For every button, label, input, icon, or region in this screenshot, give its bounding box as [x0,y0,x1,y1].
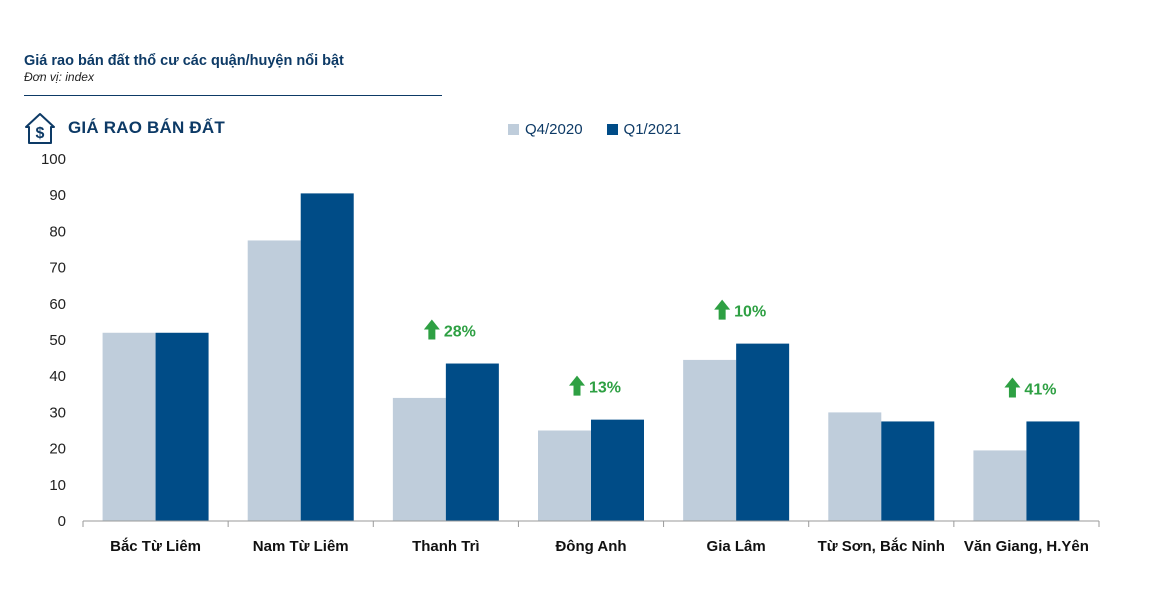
section-label: GIÁ RAO BÁN ĐẤT [68,118,225,137]
bar-q1-2021 [591,419,644,521]
bar-q1-2021 [300,193,354,521]
x-category-label: Đông Anh [555,538,626,555]
bar-q1-2021 [1026,421,1080,521]
bar-q4-2020 [828,412,882,521]
x-category-label: Bắc Từ Liêm [110,537,201,555]
up-arrow-icon [714,299,731,320]
legend-swatch-q4-2020 [508,124,519,135]
growth-annotation: 41% [1024,381,1056,398]
y-tick-label: 50 [49,332,66,349]
bar-q1-2021 [881,421,935,521]
x-category-label: Nam Từ Liêm [253,538,349,555]
y-tick-label: 100 [41,151,66,168]
svg-text:$: $ [36,125,45,142]
header-divider [24,95,442,96]
growth-annotation: 10% [734,304,766,321]
y-tick-label: 80 [49,223,66,240]
bar-q4-2020 [683,359,737,521]
chart-header: Giá rao bán đất thổ cư các quận/huyện nổ… [24,52,442,85]
growth-annotation: 13% [589,380,621,397]
legend-label-q1-2021: Q1/2021 [623,121,682,138]
bar-q4-2020 [392,397,446,521]
legend-swatch-q1-2021 [606,124,618,135]
y-tick-label: 0 [58,513,66,530]
bar-q1-2021 [736,343,790,521]
x-category-label: Từ Sơn, Bắc Ninh [818,537,945,555]
up-arrow-icon [569,375,585,396]
legend-label-q4-2020: Q4/2020 [525,121,583,138]
y-tick-label: 40 [49,368,66,385]
bar-q4-2020 [102,332,156,521]
bar-q4-2020 [247,240,301,521]
growth-annotation: 28% [444,324,476,341]
section-badge: $ GIÁ RAO BÁN ĐẤT [22,110,225,146]
bar-q1-2021 [155,332,209,521]
chart-unit: Đơn vị: index [24,70,94,84]
y-tick-label: 30 [49,404,66,421]
y-tick-label: 10 [49,477,66,494]
y-tick-label: 70 [49,260,66,277]
up-arrow-icon [423,319,440,340]
house-dollar-icon: $ [25,113,55,144]
bar-q4-2020 [973,450,1027,521]
chart-legend: Q4/2020 Q1/2021 [508,121,705,138]
y-tick-label: 20 [49,441,66,458]
y-tick-label: 90 [49,187,66,204]
bar-q1-2021 [445,363,499,521]
x-category-label: Văn Giang, H.Yên [964,538,1089,555]
x-category-label: Thanh Trì [412,538,480,555]
x-category-label: Gia Lâm [707,538,766,555]
y-tick-label: 60 [49,296,66,313]
up-arrow-icon [1004,377,1021,398]
legend-item-q1-2021: Q1/2021 [606,121,682,138]
bar-q4-2020 [538,430,591,521]
legend-item-q4-2020: Q4/2020 [508,121,583,138]
chart-title: Giá rao bán đất thổ cư các quận/huyện nổ… [24,53,344,69]
